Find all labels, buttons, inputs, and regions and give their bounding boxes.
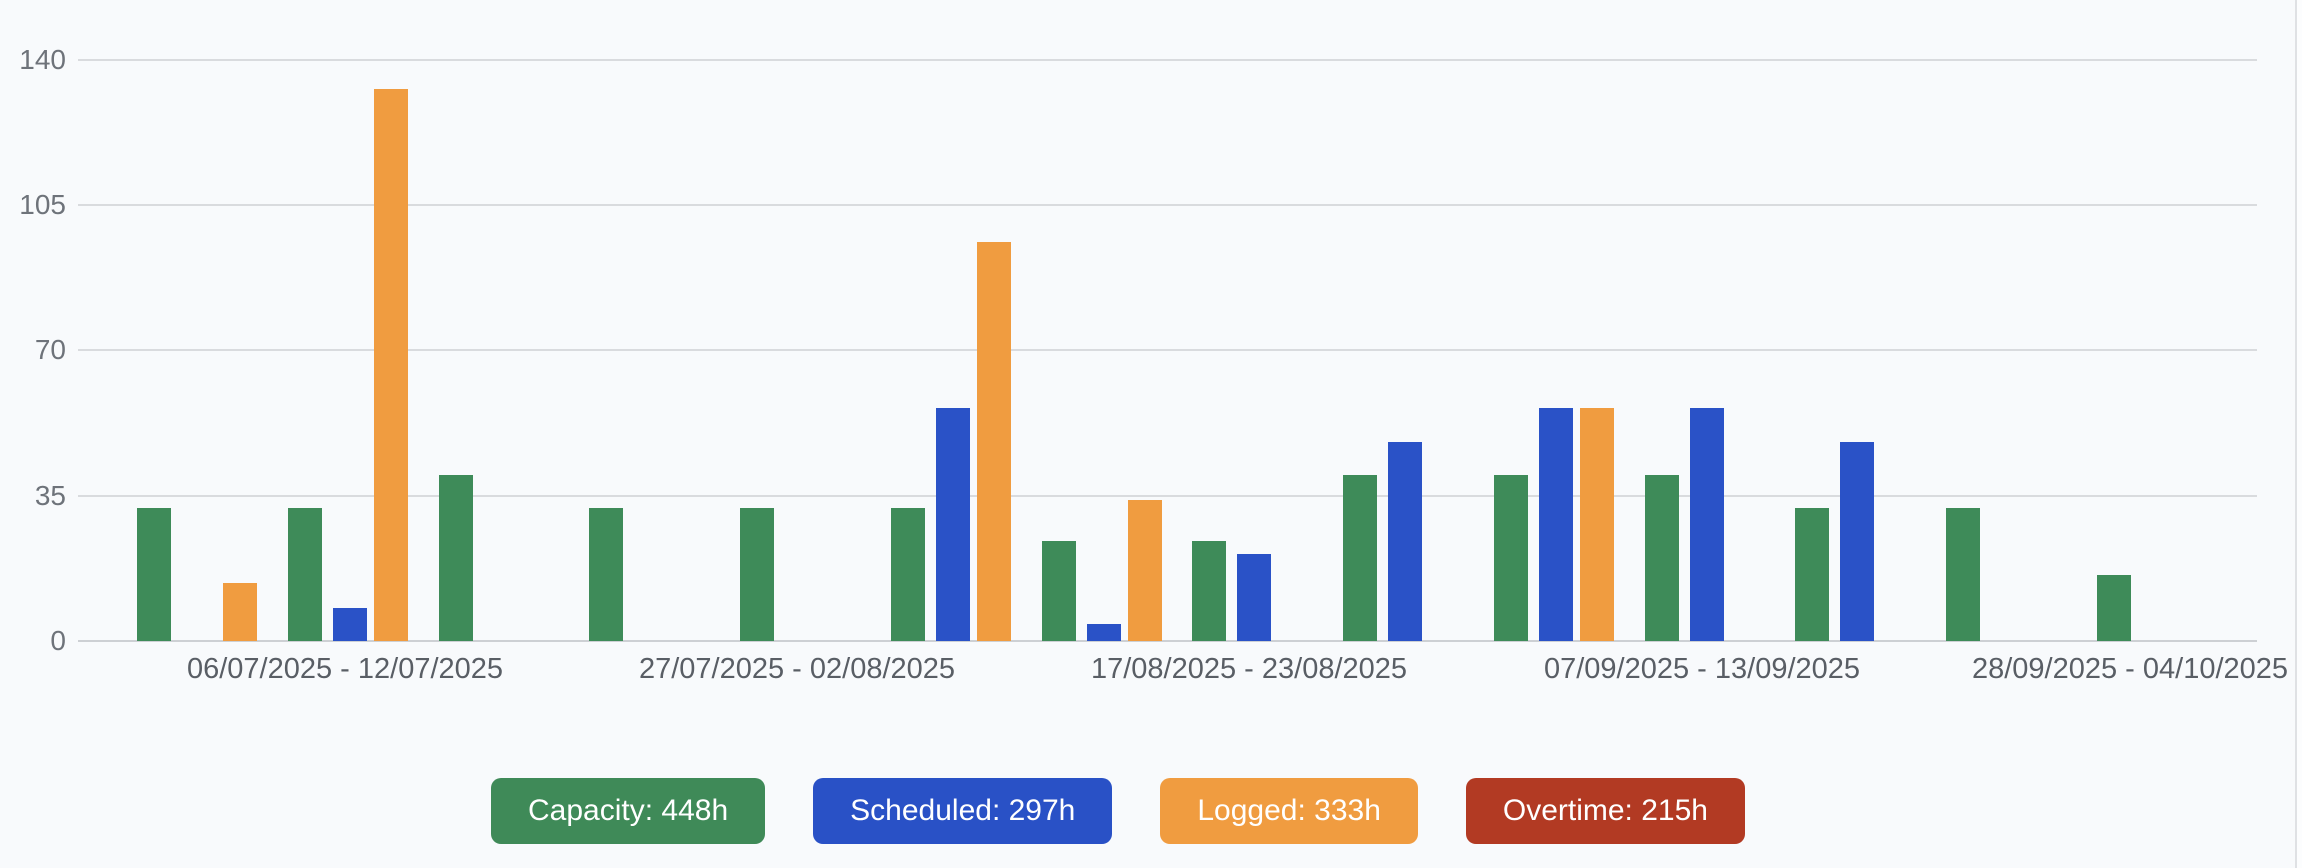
bar-scheduled-week-11[interactable] xyxy=(1690,408,1724,641)
right-edge-strip xyxy=(2297,0,2302,868)
gridline-35 xyxy=(78,495,2257,497)
x-axis-label-week-2: 06/07/2025 - 12/07/2025 xyxy=(186,653,504,685)
bar-capacity-week-13[interactable] xyxy=(1946,508,1980,641)
bar-scheduled-week-9[interactable] xyxy=(1388,442,1422,641)
bar-scheduled-week-10[interactable] xyxy=(1539,408,1573,641)
gridline-140 xyxy=(78,59,2257,61)
y-axis-tick-35: 35 xyxy=(34,480,66,511)
x-axis-label-week-14: 28/09/2025 - 04/10/2025 xyxy=(1971,653,2289,685)
y-axis-tick-105: 105 xyxy=(19,189,66,220)
bar-capacity-week-5[interactable] xyxy=(740,508,774,641)
bar-logged-week-10[interactable] xyxy=(1580,408,1614,641)
bar-capacity-week-14[interactable] xyxy=(2097,575,2131,641)
bar-capacity-week-12[interactable] xyxy=(1795,508,1829,641)
right-divider xyxy=(2295,0,2297,868)
x-axis-label-week-11: 07/09/2025 - 13/09/2025 xyxy=(1543,653,1861,685)
legend-capacity-button[interactable]: Capacity: 448h xyxy=(491,778,766,844)
bar-capacity-week-9[interactable] xyxy=(1343,475,1377,641)
bar-logged-week-7[interactable] xyxy=(1128,500,1162,641)
bar-scheduled-week-2[interactable] xyxy=(333,608,367,641)
y-axis-tick-70: 70 xyxy=(34,334,66,365)
legend-overtime-button[interactable]: Overtime: 215h xyxy=(1465,778,1745,844)
gridline-0 xyxy=(78,640,2257,642)
bar-capacity-week-10[interactable] xyxy=(1494,475,1528,641)
bar-capacity-week-11[interactable] xyxy=(1645,475,1679,641)
bar-capacity-week-2[interactable] xyxy=(288,508,322,641)
bar-capacity-week-1[interactable] xyxy=(137,508,171,641)
gridline-70 xyxy=(78,349,2257,351)
bar-capacity-week-7[interactable] xyxy=(1042,541,1076,641)
y-axis-tick-0: 0 xyxy=(50,625,66,656)
bar-logged-week-1[interactable] xyxy=(223,583,257,641)
legend-scheduled-button[interactable]: Scheduled: 297h xyxy=(813,778,1113,844)
bar-scheduled-week-6[interactable] xyxy=(936,408,970,641)
bar-capacity-week-6[interactable] xyxy=(891,508,925,641)
chart-legend: Capacity: 448h Scheduled: 297h Logged: 333… xyxy=(0,778,2269,844)
bar-scheduled-week-12[interactable] xyxy=(1840,442,1874,641)
bar-capacity-week-4[interactable] xyxy=(589,508,623,641)
bar-capacity-week-8[interactable] xyxy=(1192,541,1226,641)
bar-scheduled-week-7[interactable] xyxy=(1087,624,1121,641)
bar-scheduled-week-8[interactable] xyxy=(1237,554,1271,641)
bar-capacity-week-3[interactable] xyxy=(439,475,473,641)
bar-logged-week-2[interactable] xyxy=(374,89,408,641)
x-axis-label-week-5: 27/07/2025 - 02/08/2025 xyxy=(638,653,956,685)
gridline-105 xyxy=(78,204,2257,206)
y-axis-tick-140: 140 xyxy=(19,44,66,75)
legend-logged-button[interactable]: Logged: 333h xyxy=(1160,778,1418,844)
bar-logged-week-6[interactable] xyxy=(977,242,1011,641)
x-axis-label-week-8: 17/08/2025 - 23/08/2025 xyxy=(1090,653,1408,685)
